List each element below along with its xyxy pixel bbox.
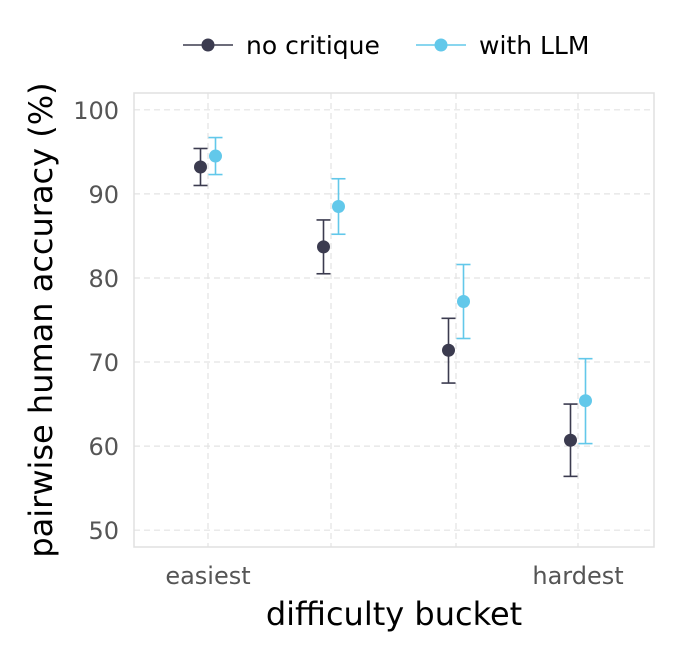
grid-lines [134, 93, 654, 547]
series-0 [193, 147, 578, 478]
data-point [442, 343, 455, 357]
x-tick-label: hardest [532, 562, 623, 590]
y-tick-labels: 50 60 70 80 90 100 [73, 97, 119, 545]
legend-label-no-critique: no critique [246, 31, 380, 60]
y-tick-label: 100 [73, 97, 119, 125]
data-point [564, 433, 577, 447]
y-tick-label: 80 [88, 265, 119, 293]
x-tick-label: easiest [165, 562, 250, 590]
legend-marker-no-critique [201, 38, 215, 52]
legend-item-no-critique: no critique [183, 31, 380, 60]
y-tick-label: 60 [88, 433, 119, 461]
y-tick-label: 50 [88, 517, 119, 545]
y-axis-title: pairwise human accuracy (%) [22, 82, 60, 557]
data-point [209, 149, 222, 163]
data-point [194, 160, 207, 174]
plot-frame [133, 92, 655, 548]
data-point [579, 394, 592, 408]
y-tick-label: 90 [88, 181, 119, 209]
legend-label-with-llm: with LLM [479, 31, 589, 60]
data-point [332, 200, 345, 213]
legend: no critique with LLM [183, 31, 589, 60]
legend-marker-with-llm [434, 38, 448, 52]
x-tick-labels: easiest hardest [165, 562, 623, 590]
legend-item-with-llm: with LLM [416, 31, 589, 60]
data-series [193, 136, 593, 478]
x-axis-title: difficulty bucket [266, 595, 522, 633]
data-point [457, 295, 470, 309]
y-tick-label: 70 [88, 349, 119, 377]
data-point [317, 240, 330, 254]
series-1 [208, 136, 593, 445]
